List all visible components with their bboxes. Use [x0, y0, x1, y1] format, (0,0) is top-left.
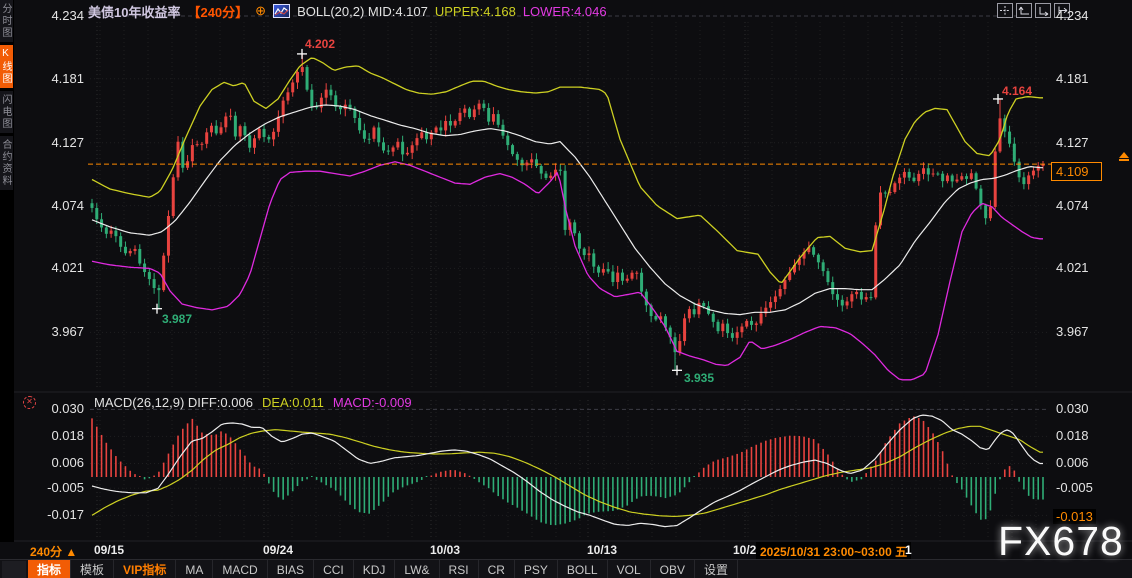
price-axis-label: 4.181 [51, 70, 84, 86]
sidebar-tab[interactable]: K线图 [0, 45, 13, 88]
price-axis-label: 4.181 [1056, 70, 1089, 86]
go-to-latest-icon[interactable] [1054, 3, 1070, 18]
toolbar-item[interactable]: BIAS [268, 560, 315, 578]
macd-value-badge: -0.013 [1053, 509, 1096, 524]
bottom-toolbar: 指标 模板 VIP指标 MA MACD BIAS CCI KDJ LW& RSI CR PSY BOLL… [0, 559, 1132, 578]
price-axis-label: 4.021 [51, 260, 84, 276]
price-axis-label: 4.021 [1056, 260, 1089, 276]
toolbar-item[interactable]: MA [176, 560, 214, 578]
period-label: 【240分】 [187, 4, 249, 20]
macd-dea-label: DEA:0.011 [261, 395, 324, 410]
macd-axis-label: -0.017 [47, 507, 84, 523]
toolbar-item[interactable]: RSI [440, 560, 479, 578]
chart-tool-buttons [997, 3, 1070, 18]
price-axis-label: 4.074 [1056, 197, 1089, 213]
price-annotation: 3.987 [162, 311, 193, 326]
price-arrow-icon [1119, 152, 1129, 162]
toolbar-item[interactable]: 模板 [71, 560, 115, 578]
current-price-badge: 4.109 [1051, 162, 1102, 182]
price-axis-label: 4.127 [51, 134, 84, 150]
toolbar-item[interactable]: 设置 [695, 560, 738, 578]
price-axis-label: 4.074 [51, 197, 84, 213]
macd-main-label: MACD(26,12,9) DIFF:0.006 [94, 395, 253, 410]
boll-lower-label: LOWER:4.046 [522, 3, 607, 19]
toolbar-stub-button[interactable] [2, 561, 26, 578]
toolbar-item[interactable]: LW& [395, 560, 440, 578]
price-axis-label: 4.234 [51, 8, 84, 23]
toolbar-item[interactable]: PSY [515, 560, 558, 578]
price-axis-label: 4.234 [1056, 8, 1089, 23]
add-indicator-icon[interactable]: ⊕ [255, 3, 267, 18]
boll-upper-label: UPPER:4.168 [434, 3, 516, 19]
toolbar-item[interactable]: BOLL [558, 560, 608, 578]
toolbar-item[interactable]: CCI [314, 560, 354, 578]
toolbar-item[interactable]: 指标 [28, 560, 72, 578]
price-annotation: 4.164 [1002, 83, 1033, 98]
x-axis-period-label[interactable]: 240分 ▲ [30, 545, 78, 559]
x-axis-tick: 09/24 [263, 543, 294, 557]
x-axis-tick: 10/03 [430, 543, 461, 557]
price-axis-label: 4.127 [1056, 134, 1089, 150]
boll-mid-label: BOLL(20,2) MID:4.107 [297, 3, 428, 19]
toolbar-item[interactable]: KDJ [354, 560, 396, 578]
macd-axis-label: -0.005 [47, 480, 84, 496]
toolbar-item[interactable]: VOL [608, 560, 651, 578]
x-axis-tick: 10/13 [587, 543, 618, 557]
price-annotation: 4.202 [305, 36, 336, 51]
x-axis-tick: 09/15 [94, 543, 125, 557]
watermark-logo: FX678 [998, 518, 1124, 564]
macd-axis-label: 0.006 [51, 455, 84, 471]
x-axis-tooltip-suffix: 1 [905, 543, 912, 557]
macd-axis-label: 0.018 [1056, 428, 1089, 444]
scale-x-axis-icon[interactable] [1035, 3, 1051, 18]
sidebar-chart-type-tabs: 分时图 K线图闪电图合约资料 [0, 0, 14, 543]
macd-close-icon[interactable]: ✕ [23, 396, 36, 409]
price-annotation: 3.935 [684, 371, 715, 386]
mini-chart-icon [273, 4, 291, 18]
macd-axis-label: 0.006 [1056, 455, 1089, 471]
sidebar-tab[interactable]: 分时图 [0, 0, 13, 42]
price-axis-label: 3.967 [1056, 324, 1089, 340]
toolbar-item[interactable]: CR [479, 560, 515, 578]
price-axis-label: 3.967 [51, 324, 84, 340]
macd-axis-label: 0.030 [51, 401, 84, 417]
macd-axis-label: 0.030 [1056, 401, 1089, 417]
toolbar-item[interactable]: VIP指标 [114, 560, 177, 578]
macd-macd-label: MACD:-0.009 [332, 395, 412, 410]
crosshair-move-icon[interactable] [997, 3, 1013, 18]
macd-header: MACD(26,12,9) DIFF:0.006 DEA:0.011 MACD:… [94, 395, 412, 410]
toolbar-item[interactable]: MACD [213, 560, 268, 578]
sidebar-tab[interactable]: 闪电图 [0, 91, 13, 133]
x-axis-tick: 10/2 [733, 543, 757, 557]
x-axis-tooltip: 2025/10/31 23:00~03:00 五 [756, 542, 912, 561]
chart-header: 美债10年收益率 【240分】 ⊕ BOLL(20,2) MID:4.107 U… [88, 3, 607, 20]
scale-y-axis-icon[interactable] [1016, 3, 1032, 18]
instrument-title: 美债10年收益率 [88, 4, 181, 20]
macd-axis-label: -0.005 [1056, 480, 1093, 496]
toolbar-item[interactable]: OBV [651, 560, 695, 578]
x-axis-row: 240分 ▲ 09/15 09/24 10/03 10/13 10/2 2025/10/… [0, 542, 1132, 561]
sidebar-tab[interactable]: 合约资料 [0, 136, 13, 190]
macd-axis-label: 0.018 [51, 428, 84, 444]
